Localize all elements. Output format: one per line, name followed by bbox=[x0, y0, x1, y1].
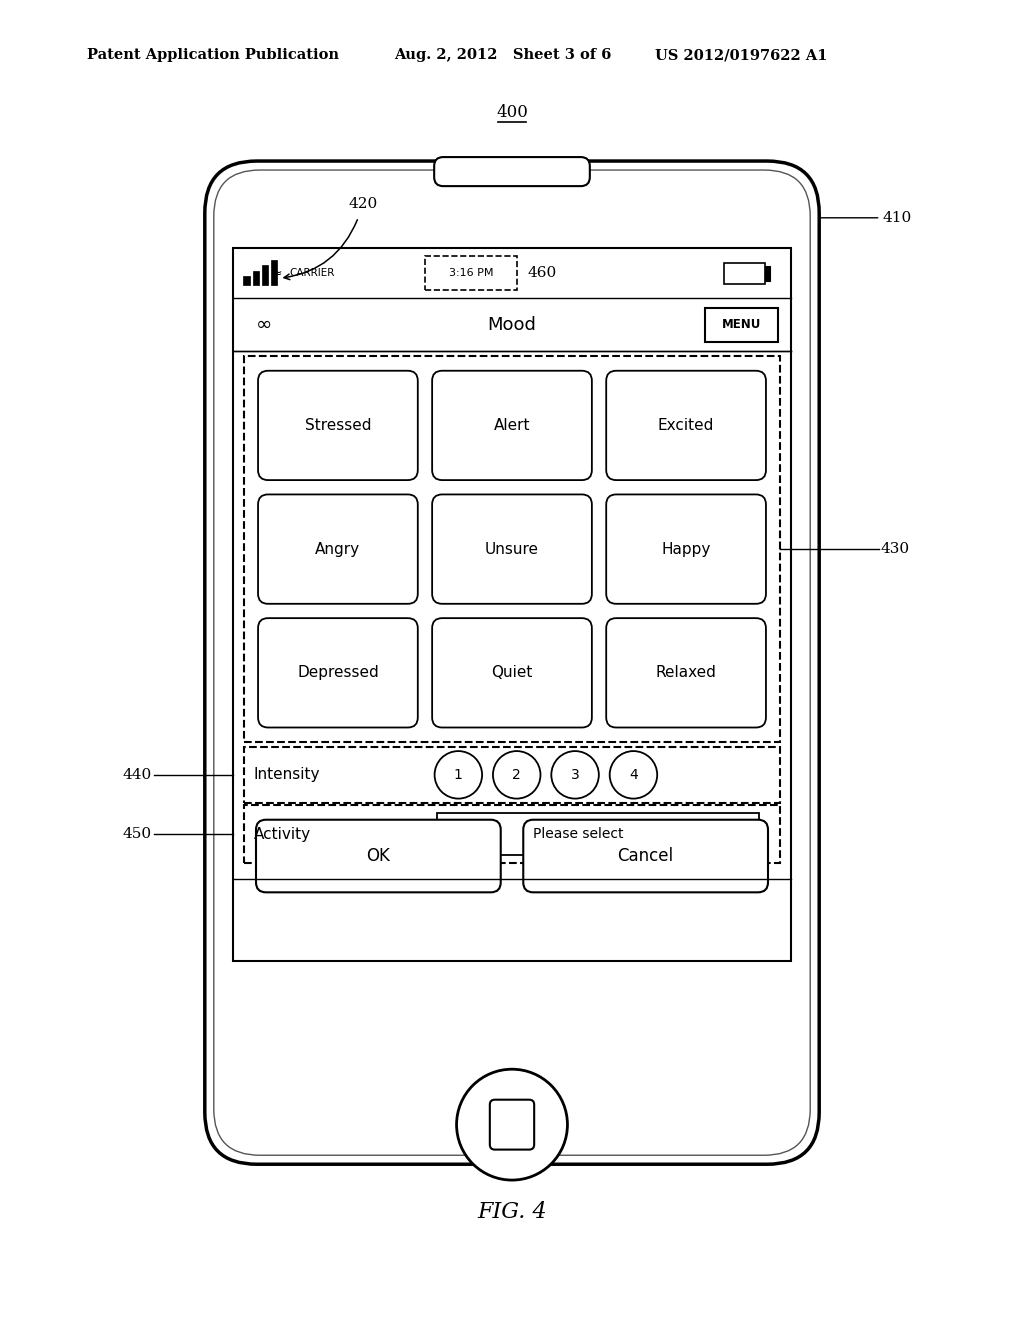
Text: 2: 2 bbox=[512, 768, 521, 781]
Text: 450: 450 bbox=[123, 828, 152, 841]
Bar bbox=[262, 265, 268, 285]
Text: 440: 440 bbox=[122, 768, 152, 781]
FancyBboxPatch shape bbox=[258, 618, 418, 727]
Bar bbox=[437, 813, 759, 855]
Text: Intensity: Intensity bbox=[254, 767, 321, 783]
Bar bbox=[253, 271, 259, 285]
Text: Please select: Please select bbox=[534, 828, 624, 841]
Bar bbox=[244, 747, 780, 803]
Bar bbox=[244, 276, 250, 285]
Circle shape bbox=[434, 751, 482, 799]
Text: ∞: ∞ bbox=[256, 315, 272, 334]
Polygon shape bbox=[726, 826, 751, 842]
FancyBboxPatch shape bbox=[432, 495, 592, 603]
Circle shape bbox=[551, 751, 599, 799]
Text: Aug. 2, 2012   Sheet 3 of 6: Aug. 2, 2012 Sheet 3 of 6 bbox=[394, 49, 611, 62]
FancyBboxPatch shape bbox=[432, 371, 592, 480]
Text: 400: 400 bbox=[496, 104, 528, 121]
Text: Depressed: Depressed bbox=[297, 665, 379, 680]
FancyBboxPatch shape bbox=[489, 1100, 535, 1150]
Text: 3:16 PM: 3:16 PM bbox=[449, 268, 494, 279]
Text: Quiet: Quiet bbox=[492, 665, 532, 680]
Text: Excited: Excited bbox=[657, 418, 715, 433]
Circle shape bbox=[457, 1069, 567, 1180]
Text: OK: OK bbox=[367, 847, 390, 865]
FancyBboxPatch shape bbox=[256, 820, 501, 892]
Text: 3: 3 bbox=[570, 768, 580, 781]
Text: 1: 1 bbox=[454, 768, 463, 781]
Text: Relaxed: Relaxed bbox=[655, 665, 717, 680]
Text: ≈: ≈ bbox=[271, 267, 282, 280]
Text: Activity: Activity bbox=[254, 826, 311, 842]
Bar bbox=[765, 265, 770, 281]
Text: 420: 420 bbox=[348, 197, 378, 211]
Text: 430: 430 bbox=[881, 543, 909, 556]
Text: 410: 410 bbox=[883, 211, 911, 224]
Bar bbox=[244, 805, 780, 863]
Text: Unsure: Unsure bbox=[485, 541, 539, 557]
Text: US 2012/0197622 A1: US 2012/0197622 A1 bbox=[655, 49, 827, 62]
Text: Alert: Alert bbox=[494, 418, 530, 433]
FancyBboxPatch shape bbox=[606, 371, 766, 480]
Text: Stressed: Stressed bbox=[305, 418, 371, 433]
FancyBboxPatch shape bbox=[258, 371, 418, 480]
FancyBboxPatch shape bbox=[205, 161, 819, 1164]
Bar bbox=[233, 248, 791, 961]
FancyBboxPatch shape bbox=[258, 495, 418, 603]
Bar bbox=[271, 260, 278, 285]
Text: Cancel: Cancel bbox=[617, 847, 674, 865]
Text: Mood: Mood bbox=[487, 315, 537, 334]
Text: CARRIER: CARRIER bbox=[290, 268, 335, 279]
Bar bbox=[244, 356, 780, 742]
FancyBboxPatch shape bbox=[523, 820, 768, 892]
Bar bbox=[425, 256, 517, 290]
Text: 4: 4 bbox=[629, 768, 638, 781]
Text: Patent Application Publication: Patent Application Publication bbox=[87, 49, 339, 62]
Text: MENU: MENU bbox=[722, 318, 761, 331]
Text: FIG. 4: FIG. 4 bbox=[477, 1201, 547, 1222]
Circle shape bbox=[493, 751, 541, 799]
FancyBboxPatch shape bbox=[434, 157, 590, 186]
Bar bbox=[705, 308, 778, 342]
FancyBboxPatch shape bbox=[606, 495, 766, 603]
Text: Angry: Angry bbox=[315, 541, 360, 557]
FancyBboxPatch shape bbox=[432, 618, 592, 727]
Text: Happy: Happy bbox=[662, 541, 711, 557]
Text: 460: 460 bbox=[527, 267, 557, 280]
Bar bbox=[724, 263, 765, 284]
FancyBboxPatch shape bbox=[606, 618, 766, 727]
Circle shape bbox=[609, 751, 657, 799]
